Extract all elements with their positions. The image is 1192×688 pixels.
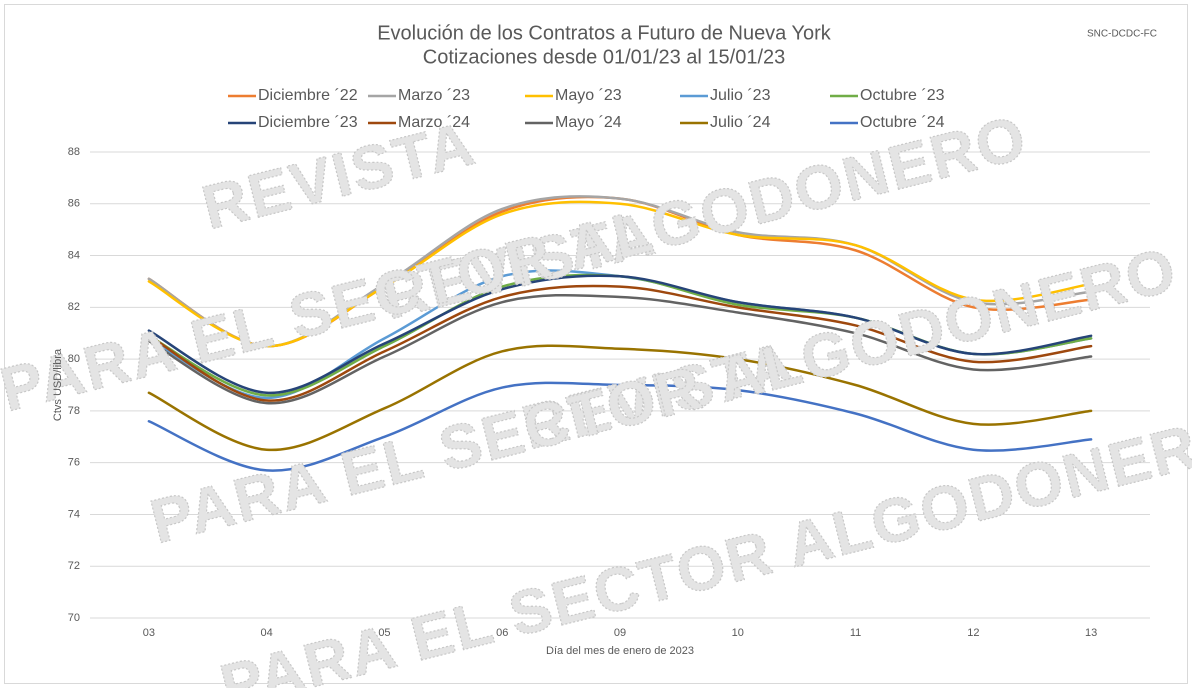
series-line: [147, 344, 1093, 452]
legend-label: Julio ´24: [710, 114, 771, 131]
source-label: SNC-DCDC-FC: [1087, 29, 1157, 40]
y-tick-label: 76: [68, 457, 80, 469]
x-tick-label: 13: [1085, 627, 1097, 639]
x-tick-label: 11: [850, 627, 861, 639]
x-tick-label: 06: [496, 627, 508, 639]
x-tick-label: 05: [378, 627, 390, 639]
x-tick-label: 04: [261, 627, 273, 639]
x-tick-label: 09: [614, 627, 626, 639]
series-line: [147, 200, 1093, 348]
series-line: [147, 293, 1093, 405]
y-tick-label: 82: [68, 301, 80, 313]
legend-label: Mayo ´23: [555, 87, 622, 104]
chart-subtitle: Cotizaciones desde 01/01/23 al 15/01/23: [423, 46, 786, 68]
chart-border: [4, 4, 1188, 684]
y-tick-label: 86: [68, 198, 80, 210]
x-tick-label: 03: [143, 627, 155, 639]
series-line: [147, 274, 1093, 395]
legend-label: Diciembre ´23: [258, 114, 358, 131]
y-tick-label: 88: [68, 146, 80, 158]
x-tick-label: 12: [967, 627, 979, 639]
y-tick-label: 78: [68, 405, 80, 417]
legend-label: Marzo ´23: [398, 87, 470, 104]
y-tick-label: 80: [68, 353, 80, 365]
y-tick-label: 72: [68, 560, 80, 572]
series-line: [147, 381, 1093, 472]
legend-label: Julio ´23: [710, 87, 771, 104]
y-tick-label: 74: [68, 508, 80, 520]
chart-title: Evolución de los Contratos a Futuro de N…: [377, 22, 832, 44]
y-tick-label: 84: [68, 249, 80, 261]
legend-label: Mayo ´24: [555, 114, 622, 131]
y-tick-label: 70: [68, 612, 80, 624]
legend-label: Marzo ´24: [398, 114, 470, 131]
y-axis-title: Ctvs USD/libra: [52, 348, 64, 421]
legend-label: Octubre ´23: [860, 87, 945, 104]
legend-label: Diciembre ´22: [258, 87, 358, 104]
x-axis-title: Día del mes de enero de 2023: [546, 645, 694, 657]
legend-label: Octubre ´24: [860, 114, 945, 131]
series-line: [147, 284, 1093, 402]
x-tick-label: 10: [732, 627, 744, 639]
plot-area: 70 72 74 76 78 80 82 84 86 88 03 04 05 06 09 10 11 12 13: [68, 146, 1150, 639]
